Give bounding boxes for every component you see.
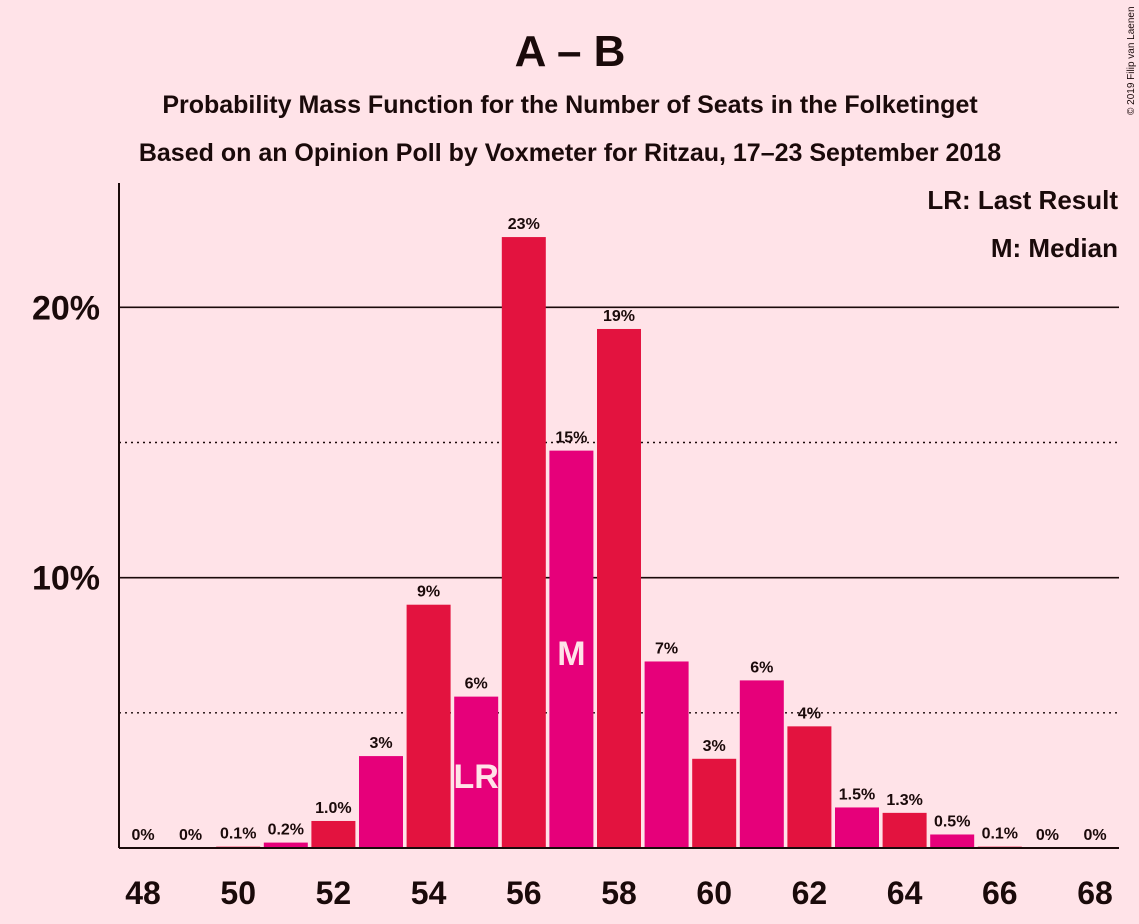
data-label-58: 19% [603,308,635,325]
bar-64 [882,812,927,848]
data-label-68: 0% [1083,827,1106,844]
bar-52 [311,820,356,848]
x-tick-60: 60 [696,875,732,911]
data-label-56: 23% [508,216,540,233]
x-tick-50: 50 [220,875,256,911]
data-label-67: 0% [1036,827,1059,844]
legend-median: M: Median [991,233,1118,263]
data-label-61: 6% [750,659,773,676]
x-tick-48: 48 [125,875,161,911]
bar-56 [501,237,546,848]
y-tick-10: 10% [32,560,100,598]
data-label-65: 0.5% [934,813,970,830]
bars-group [216,237,1022,849]
x-tick-58: 58 [601,875,637,911]
bar-51 [263,842,308,848]
x-tick-64: 64 [887,875,923,911]
bar-54 [406,604,451,848]
bar-53 [359,756,403,848]
data-label-60: 3% [703,738,726,755]
data-label-53: 3% [369,735,392,752]
bar-65 [930,834,975,848]
data-label-66: 0.1% [982,826,1018,843]
data-labels-group: 0% 0% 0.1% 0.2% 1.0% 3% 9% 6% LR 23% 15% M 19% 7% 3% 6%… [131,216,1106,844]
data-label-52: 1.0% [315,800,351,817]
data-label-62: 4% [798,705,821,722]
x-tick-labels: 48 50 52 54 56 58 60 62 64 66 68 [125,875,1113,911]
chart-title: A – B [515,27,626,76]
x-tick-54: 54 [411,875,447,911]
bar-63 [835,807,879,848]
data-label-55: 6% [465,676,488,693]
data-label-63: 1.5% [839,786,875,803]
chart-subtitle-2: Based on an Opinion Poll by Voxmeter for… [139,139,1001,167]
bar-62 [787,726,832,848]
y-tick-labels: 10% 20% [32,289,100,597]
bar-58 [597,328,641,849]
data-label-48: 0% [131,827,154,844]
copyright-text: © 2019 Filip van Laenen [1126,6,1137,115]
y-tick-20: 20% [32,289,100,327]
x-tick-68: 68 [1077,875,1113,911]
marker-lr: LR [454,758,499,796]
data-label-54: 9% [417,584,440,601]
x-tick-52: 52 [316,875,352,911]
x-tick-66: 66 [982,875,1018,911]
bar-60 [692,758,737,848]
marker-m: M [557,635,585,673]
data-label-64: 1.3% [886,792,922,809]
data-label-50: 0.1% [220,826,256,843]
chart-subtitle-1: Probability Mass Function for the Number… [162,91,978,119]
data-label-49: 0% [179,827,202,844]
legend-last-result: LR: Last Result [927,185,1118,215]
data-label-59: 7% [655,640,678,657]
x-tick-56: 56 [506,875,542,911]
data-label-51: 0.2% [268,822,304,839]
bar-57 [549,450,594,848]
bar-61 [739,680,784,848]
data-label-57: 15% [555,430,587,447]
bar-55 [454,696,499,848]
bar-59 [644,661,689,848]
x-tick-62: 62 [792,875,828,911]
